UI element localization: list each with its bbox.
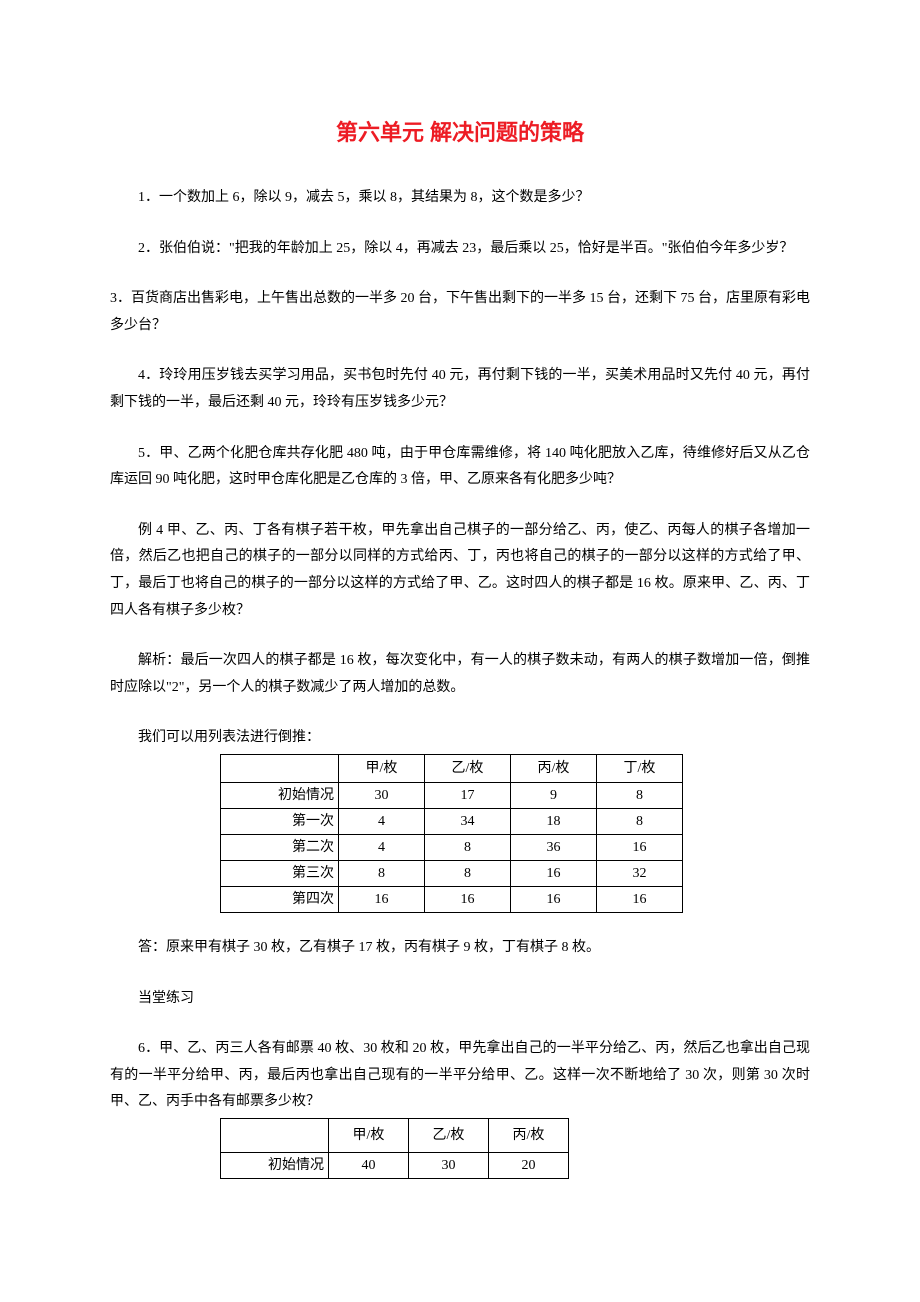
data-cell: 20: [489, 1152, 569, 1178]
data-cell: 40: [329, 1152, 409, 1178]
data-cell: 8: [339, 860, 425, 886]
table-row: 初始情况 30 17 9 8: [221, 782, 683, 808]
data-cell: 30: [409, 1152, 489, 1178]
data-cell: 30: [339, 782, 425, 808]
example-answer: 答：原来甲有棋子 30 枚，乙有棋子 17 枚，丙有棋子 9 枚，丁有棋子 8 …: [110, 935, 810, 962]
table-row: 第二次 4 8 36 16: [221, 834, 683, 860]
col-header-ding: 丁/枚: [597, 754, 683, 782]
data-cell: 16: [511, 860, 597, 886]
data-cell: 34: [425, 808, 511, 834]
data-cell: 8: [597, 808, 683, 834]
row-label: 初始情况: [221, 782, 339, 808]
question-3: 3．百货商店出售彩电，上午售出总数的一半多 20 台，下午售出剩下的一半多 15…: [110, 286, 810, 339]
question-4: 4．玲玲用压岁钱去买学习用品，买书包时先付 40 元，再付剩下钱的一半，买美术用…: [110, 363, 810, 416]
table-1: 甲/枚 乙/枚 丙/枚 丁/枚 初始情况 30 17 9 8 第一次 4 34 …: [220, 754, 683, 913]
data-cell: 16: [425, 886, 511, 912]
col-header-jia: 甲/枚: [329, 1118, 409, 1152]
data-cell: 16: [339, 886, 425, 912]
practice-title: 当堂练习: [110, 986, 810, 1013]
data-cell: 9: [511, 782, 597, 808]
col-header-bing: 丙/枚: [489, 1118, 569, 1152]
col-header-jia: 甲/枚: [339, 754, 425, 782]
unit-title: 第六单元 解决问题的策略: [110, 115, 810, 147]
table-header-row: 甲/枚 乙/枚 丙/枚 丁/枚: [221, 754, 683, 782]
table-header-row: 甲/枚 乙/枚 丙/枚: [221, 1118, 569, 1152]
row-label: 第一次: [221, 808, 339, 834]
row-label: 第三次: [221, 860, 339, 886]
data-cell: 17: [425, 782, 511, 808]
col-header-yi: 乙/枚: [425, 754, 511, 782]
data-cell: 16: [511, 886, 597, 912]
question-2: 2．张伯伯说："把我的年龄加上 25，除以 4，再减去 23，最后乘以 25，恰…: [110, 236, 810, 263]
data-cell: 8: [597, 782, 683, 808]
example-analysis: 解析：最后一次四人的棋子都是 16 枚，每次变化中，有一人的棋子数未动，有两人的…: [110, 648, 810, 701]
data-cell: 16: [597, 886, 683, 912]
row-label: 第四次: [221, 886, 339, 912]
data-cell: 4: [339, 834, 425, 860]
table-row: 第四次 16 16 16 16: [221, 886, 683, 912]
col-header-yi: 乙/枚: [409, 1118, 489, 1152]
col-header-bing: 丙/枚: [511, 754, 597, 782]
data-cell: 4: [339, 808, 425, 834]
question-6: 6．甲、乙、丙三人各有邮票 40 枚、30 枚和 20 枚，甲先拿出自己的一半平…: [110, 1036, 810, 1116]
table-intro: 我们可以用列表法进行倒推：: [110, 725, 810, 752]
empty-header-cell: [221, 1118, 329, 1152]
data-cell: 8: [425, 834, 511, 860]
data-cell: 32: [597, 860, 683, 886]
table-row: 第一次 4 34 18 8: [221, 808, 683, 834]
table-row: 第三次 8 8 16 32: [221, 860, 683, 886]
question-5: 5．甲、乙两个化肥仓库共存化肥 480 吨，由于甲仓库需维修，将 140 吨化肥…: [110, 441, 810, 494]
question-1: 1．一个数加上 6，除以 9，减去 5，乘以 8，其结果为 8，这个数是多少？: [110, 185, 810, 212]
table-2: 甲/枚 乙/枚 丙/枚 初始情况 40 30 20: [220, 1118, 569, 1179]
data-cell: 36: [511, 834, 597, 860]
example-4-text: 例 4 甲、乙、丙、丁各有棋子若干枚，甲先拿出自己棋子的一部分给乙、丙，使乙、丙…: [110, 518, 810, 624]
data-cell: 8: [425, 860, 511, 886]
row-label: 初始情况: [221, 1152, 329, 1178]
data-cell: 16: [597, 834, 683, 860]
data-cell: 18: [511, 808, 597, 834]
empty-header-cell: [221, 754, 339, 782]
table-row: 初始情况 40 30 20: [221, 1152, 569, 1178]
row-label: 第二次: [221, 834, 339, 860]
